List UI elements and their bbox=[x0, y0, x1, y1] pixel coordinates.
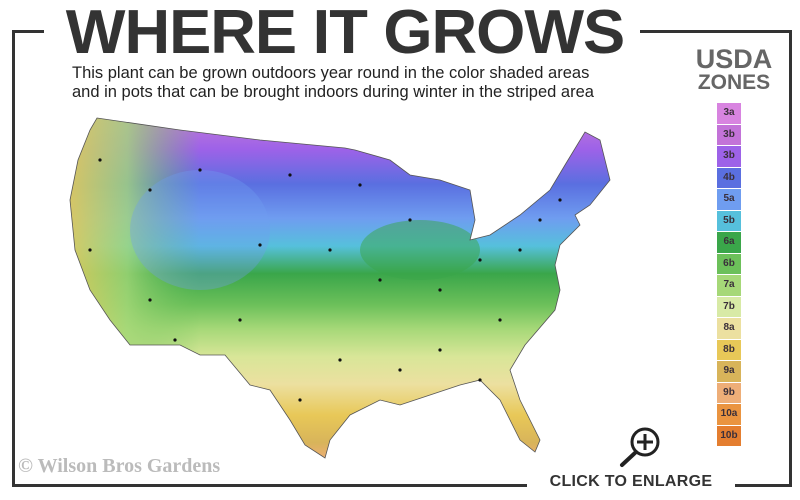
city-dots bbox=[88, 158, 562, 402]
frame-bottom bbox=[12, 484, 792, 487]
frame-right bbox=[789, 30, 792, 487]
legend-zone-5b: 5b bbox=[717, 210, 741, 231]
legend-title-line-2: ZONES bbox=[697, 71, 771, 94]
legend-zone-3a: 3a bbox=[717, 103, 741, 124]
legend-zone-6b: 6b bbox=[717, 253, 741, 274]
legend-title-line-1: USDA bbox=[695, 44, 773, 74]
frame-left bbox=[12, 30, 15, 487]
legend-zone-9a: 9a bbox=[717, 361, 741, 382]
legend-zone-10b: 10b bbox=[717, 425, 741, 446]
legend-zone-7a: 7a bbox=[717, 275, 741, 296]
legend-zone-3b: 3b bbox=[717, 146, 741, 167]
click-to-enlarge-button[interactable]: CLICK TO ENLARGE bbox=[527, 473, 735, 491]
page-title: WHERE IT GROWS bbox=[56, 2, 634, 64]
subtitle: This plant can be grown outdoors year ro… bbox=[72, 64, 632, 102]
subtitle-line-1: This plant can be grown outdoors year ro… bbox=[72, 64, 590, 82]
watermark: © Wilson Bros Gardens bbox=[18, 455, 221, 477]
legend-zone-10a: 10a bbox=[717, 404, 741, 425]
frame-top-right bbox=[640, 30, 792, 33]
subtitle-line-2: and in pots that can be brought indoors … bbox=[72, 83, 594, 101]
legend-zone-3b: 3b bbox=[717, 124, 741, 145]
zone-shading bbox=[70, 118, 610, 458]
legend-zone-8b: 8b bbox=[717, 339, 741, 360]
legend-zone-5a: 5a bbox=[717, 189, 741, 210]
legend-zone-7b: 7b bbox=[717, 296, 741, 317]
legend-zone-6a: 6a bbox=[717, 232, 741, 253]
legend-zone-4b: 4b bbox=[717, 167, 741, 188]
legend-zone-9b: 9b bbox=[717, 382, 741, 403]
legend-zone-8a: 8a bbox=[717, 318, 741, 339]
magnifier-plus-icon[interactable] bbox=[610, 425, 666, 469]
zone-legend: 3a 3b 3b 4b 5a 5b 6a 6b 7a 7b 8a 8b 9a 9b 10a 10b bbox=[717, 103, 741, 447]
frame-top-left bbox=[12, 30, 44, 33]
legend-title: USDA ZONES bbox=[682, 46, 786, 94]
